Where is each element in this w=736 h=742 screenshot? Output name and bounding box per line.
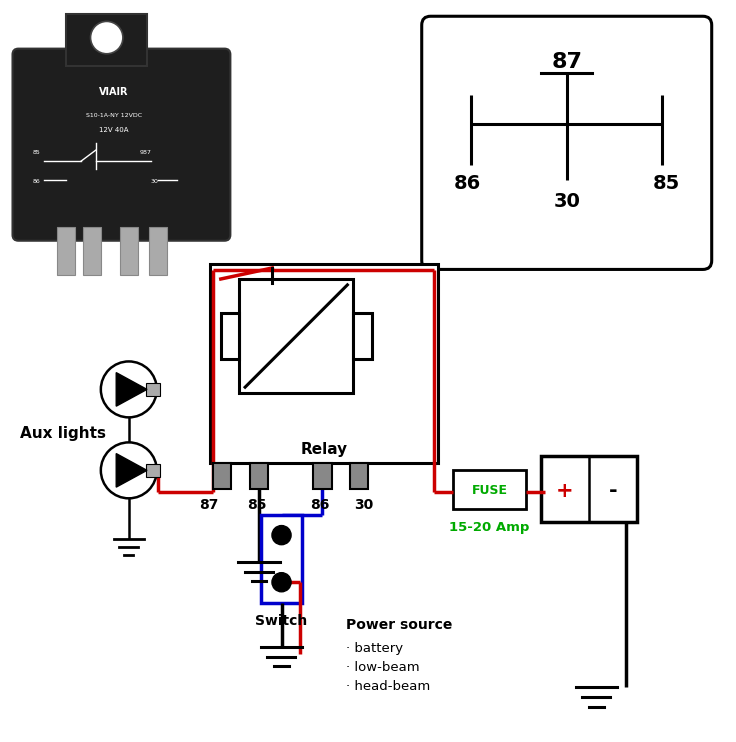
Text: Power source: Power source — [346, 618, 453, 632]
Polygon shape — [116, 453, 147, 487]
Bar — [350, 463, 368, 489]
Bar — [120, 228, 138, 275]
Text: 30: 30 — [151, 180, 159, 184]
Bar — [261, 514, 302, 603]
Text: Switch: Switch — [255, 614, 308, 628]
Bar — [221, 313, 239, 359]
FancyBboxPatch shape — [422, 16, 712, 269]
Text: S10-1A-NY 12VDC: S10-1A-NY 12VDC — [86, 113, 142, 118]
Bar — [146, 464, 160, 476]
Circle shape — [101, 442, 157, 499]
Text: 86: 86 — [453, 174, 481, 193]
Bar — [66, 14, 147, 65]
Bar — [57, 228, 75, 275]
Text: 15-20 Amp: 15-20 Amp — [449, 521, 530, 533]
Text: 85: 85 — [652, 174, 680, 193]
Circle shape — [272, 573, 291, 592]
Text: · low-beam: · low-beam — [346, 661, 420, 674]
Text: Relay: Relay — [300, 442, 347, 457]
Bar — [210, 264, 438, 463]
Circle shape — [272, 525, 291, 545]
Bar — [146, 384, 160, 395]
Text: Aux lights: Aux lights — [20, 426, 105, 441]
Text: +: + — [556, 481, 573, 501]
Text: 85: 85 — [33, 150, 41, 155]
Circle shape — [91, 22, 123, 53]
Bar — [541, 456, 637, 522]
Text: · battery: · battery — [346, 642, 403, 655]
Text: 85: 85 — [247, 498, 266, 512]
Bar — [314, 463, 332, 489]
Text: 987: 987 — [140, 150, 152, 155]
Bar — [250, 463, 268, 489]
Polygon shape — [116, 372, 147, 406]
Circle shape — [101, 361, 157, 417]
Text: 12V 40A: 12V 40A — [99, 127, 129, 133]
Text: 87: 87 — [199, 498, 219, 512]
Text: -: - — [609, 481, 617, 501]
Text: 30: 30 — [354, 498, 373, 512]
Text: 86: 86 — [33, 180, 41, 184]
Text: FUSE: FUSE — [472, 485, 507, 497]
Bar — [353, 313, 372, 359]
Bar — [239, 279, 353, 393]
Bar — [83, 228, 101, 275]
Text: 30: 30 — [553, 192, 580, 211]
Text: 87: 87 — [551, 52, 582, 72]
Text: VIAIR: VIAIR — [99, 87, 129, 97]
Text: 86: 86 — [311, 498, 330, 512]
Bar — [149, 228, 167, 275]
Text: · head-beam: · head-beam — [346, 680, 430, 692]
FancyBboxPatch shape — [13, 49, 230, 240]
Bar — [213, 463, 231, 489]
Bar — [453, 470, 526, 508]
